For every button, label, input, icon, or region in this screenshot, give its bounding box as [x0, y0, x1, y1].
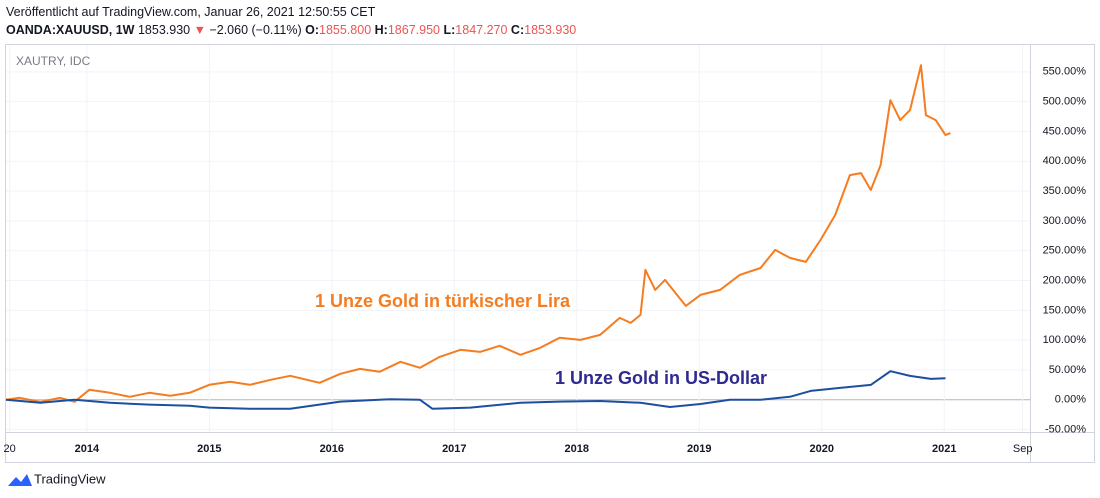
y-tick-label: 400.00% — [1043, 155, 1087, 167]
published-line: Veröffentlicht auf TradingView.com, Janu… — [6, 5, 375, 19]
published: Veröffentlicht auf TradingView.com, Janu… — [6, 5, 376, 19]
h-label: H: — [374, 23, 388, 37]
y-tick-label: 250.00% — [1043, 245, 1087, 257]
h: 1867.950 — [387, 23, 440, 37]
legend-label: XAUTRY, IDC — [16, 54, 91, 68]
y-tick-label: -50.00% — [1045, 424, 1086, 436]
x-tick-label: 2018 — [565, 443, 589, 455]
l: 1847.270 — [455, 23, 508, 37]
x-tick-label: 2021 — [932, 443, 956, 455]
l-label: L: — [443, 23, 456, 37]
y-tick-label: 50.00% — [1049, 364, 1087, 376]
y-tick-label: 450.00% — [1043, 125, 1087, 137]
logo: TradingView — [8, 471, 106, 486]
series-line — [5, 370, 946, 410]
logo-icon — [8, 474, 32, 486]
y-tick-label: 200.00% — [1043, 274, 1087, 286]
grid — [6, 45, 1030, 432]
y-tick-label: 350.00% — [1043, 185, 1087, 197]
arrow: ▼ — [193, 23, 206, 37]
y-tick-label: 100.00% — [1043, 334, 1087, 346]
x-tick-label: 2020 — [810, 443, 834, 455]
annotation: 1 Unze Gold in US-Dollar — [555, 368, 767, 388]
x-tick-label: 20 — [4, 443, 16, 455]
change: −2.060 (−0.11%) — [209, 23, 302, 37]
o-label: O: — [305, 23, 320, 37]
ohlc-line: OANDA:XAUUSD, 1W 1853.930 ▼ −2.060 (−0.1… — [6, 23, 576, 37]
y-tick-label: 150.00% — [1043, 304, 1087, 316]
symbol: OANDA:XAUUSD, 1W — [6, 23, 135, 37]
x-tick-label: 2016 — [320, 443, 344, 455]
x-tick-label: 2015 — [197, 443, 221, 455]
last: 1853.930 — [137, 23, 191, 37]
x-tick-label: 2014 — [75, 443, 100, 455]
o: 1855.800 — [319, 23, 372, 37]
chart-frame — [5, 44, 1095, 463]
x-tick-label: Sep — [1013, 443, 1033, 455]
c-label: C: — [510, 23, 525, 37]
x-tick-label: 2017 — [442, 443, 466, 455]
lines — [5, 64, 951, 410]
series-line — [5, 64, 951, 403]
y-tick-label: 0.00% — [1055, 394, 1086, 406]
y-tick-label: 550.00% — [1043, 66, 1087, 78]
c: 1853.930 — [524, 23, 577, 37]
x-tick-label: 2019 — [687, 443, 711, 455]
annotation: 1 Unze Gold in türkischer Lira — [315, 291, 571, 311]
y-tick-label: 500.00% — [1043, 96, 1087, 108]
brand: TradingView — [34, 471, 106, 486]
y-tick-label: 300.00% — [1043, 215, 1087, 227]
